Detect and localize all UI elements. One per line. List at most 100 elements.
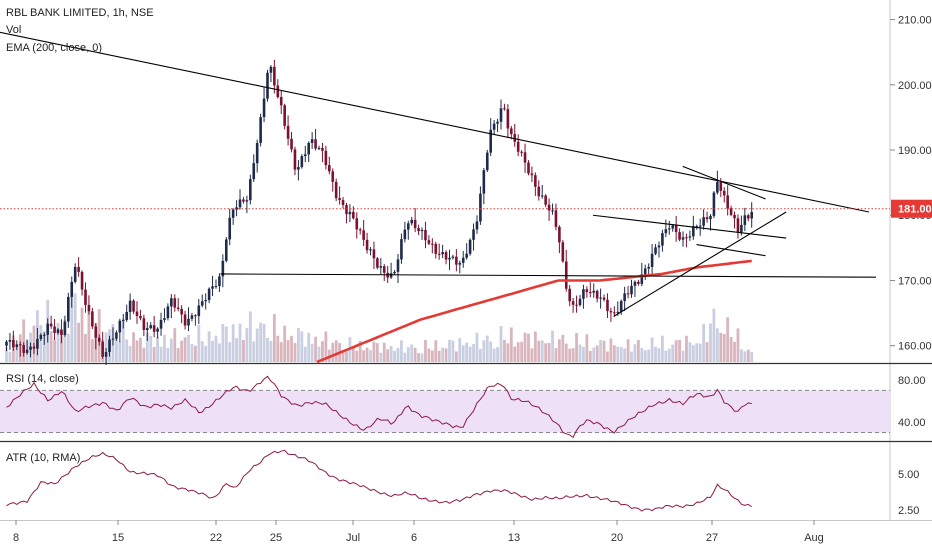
- upper-trendline[interactable]: [0, 29, 870, 213]
- candle-body: [376, 258, 379, 268]
- volume-bar: [15, 347, 19, 362]
- volume-bar: [602, 340, 606, 362]
- volume-bar: [454, 351, 458, 362]
- price-tick-label: 160.00: [898, 341, 932, 353]
- candle-body: [369, 249, 372, 251]
- channel-upper[interactable]: [592, 214, 787, 239]
- time-tick-label: 8: [13, 532, 19, 544]
- candle-body: [255, 142, 259, 164]
- volume-bar: [506, 343, 510, 362]
- volume-bar: [578, 344, 582, 362]
- volume-bar: [207, 331, 211, 362]
- candle-body: [156, 328, 159, 332]
- atr-legend[interactable]: ATR (10, RMA): [6, 452, 81, 464]
- volume-bar: [8, 351, 12, 362]
- candle-body: [152, 325, 156, 332]
- candle-body: [135, 311, 139, 317]
- volume-bar: [726, 317, 730, 362]
- support-line[interactable]: [220, 273, 876, 278]
- price-tag-label: 181.00: [898, 204, 932, 216]
- candle-body: [585, 289, 589, 293]
- candle-body: [115, 332, 118, 339]
- candle-body: [527, 162, 530, 174]
- volume-bar: [406, 347, 410, 362]
- volume-bar: [444, 348, 448, 362]
- candle-body: [393, 271, 396, 274]
- candle-body: [558, 226, 561, 243]
- volume-bar: [190, 343, 194, 362]
- candle-body: [259, 117, 262, 143]
- candle-body: [513, 134, 517, 142]
- volume-bar: [372, 341, 376, 362]
- volume-bar: [235, 338, 238, 362]
- candle-body: [382, 266, 386, 273]
- volume-bar: [66, 333, 70, 362]
- candle-body: [170, 298, 173, 307]
- candle-body: [300, 156, 304, 168]
- candle-body: [726, 195, 729, 209]
- candle-body: [252, 163, 256, 180]
- volume-bar: [365, 347, 369, 362]
- volume-bar: [434, 340, 438, 362]
- candle-body: [678, 232, 681, 240]
- volume-bar: [509, 327, 513, 362]
- volume-bar: [5, 347, 8, 362]
- volume-bar: [685, 335, 688, 362]
- volume-bar: [664, 350, 668, 362]
- volume-bar: [231, 324, 235, 362]
- volume-bar: [451, 340, 455, 362]
- candle-body: [235, 207, 238, 210]
- candle-body: [506, 109, 510, 129]
- candle-body: [67, 296, 70, 322]
- volume-bar: [379, 352, 383, 362]
- candle-body: [602, 297, 606, 300]
- candle-body: [101, 341, 104, 357]
- volume-bar: [571, 348, 575, 362]
- candle-body: [249, 179, 252, 201]
- volume-bar: [479, 348, 482, 362]
- ema-legend[interactable]: EMA (200, close, 0): [6, 42, 102, 54]
- volume-bar: [733, 341, 736, 362]
- candle-body: [355, 218, 359, 230]
- candle-body: [544, 195, 547, 205]
- candle-body: [722, 190, 726, 196]
- candle-body: [314, 139, 317, 149]
- candle-body: [578, 298, 582, 306]
- price-tick-label: 200.00: [898, 80, 932, 92]
- volume-bar: [22, 319, 26, 362]
- channel-lower[interactable]: [696, 244, 766, 257]
- symbol-title[interactable]: RBL BANK LIMITED, 1h, NSE: [6, 7, 154, 19]
- volume-bar: [533, 331, 537, 362]
- candle-body: [159, 319, 163, 329]
- volume-bar: [568, 348, 572, 362]
- candle-body: [431, 243, 434, 245]
- candle-body: [427, 240, 431, 244]
- volume-bar: [585, 334, 589, 362]
- volume-bar: [715, 328, 719, 362]
- atr-tick-label: 2.50: [898, 505, 919, 517]
- candle-body: [716, 181, 719, 193]
- volume-bar: [472, 344, 475, 362]
- volume-bar: [283, 325, 287, 362]
- volume-bar: [630, 351, 633, 362]
- candle-body: [214, 286, 218, 288]
- triangle-top[interactable]: [682, 165, 766, 200]
- volume-bar: [427, 348, 431, 362]
- volume-legend[interactable]: Vol: [6, 24, 22, 36]
- price-tick-label: 210.00: [898, 15, 932, 27]
- candle-body: [503, 108, 506, 110]
- candle-body: [434, 243, 438, 254]
- candle-body: [702, 217, 705, 226]
- candle-body: [389, 273, 393, 278]
- price-tag[interactable]: [891, 199, 932, 218]
- rsi-tick-label: 80.00: [898, 375, 926, 387]
- volume-bar: [705, 342, 709, 362]
- candle-body: [733, 214, 736, 219]
- candle-body: [537, 186, 541, 197]
- lower-rising-line[interactable]: [613, 211, 787, 317]
- rsi-legend[interactable]: RSI (14, close): [6, 373, 79, 385]
- candle-body: [420, 229, 424, 232]
- candle-body: [606, 299, 609, 312]
